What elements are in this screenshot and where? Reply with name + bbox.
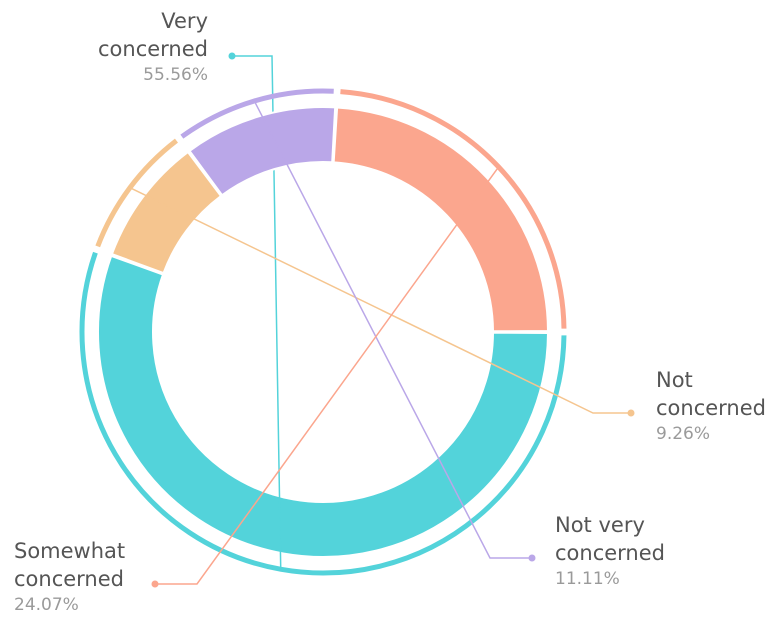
leader-line-not-concerned [127,186,631,414]
leader-dot-very-concerned [228,52,236,60]
leader-dot-not-very-concerned [528,554,536,562]
slice-very-concerned[interactable] [97,254,550,558]
slice-label-not-concerned: Not [656,368,693,392]
slice-label-somewhat-concerned: Somewhat [14,539,125,563]
slice-label-somewhat-concerned: concerned [14,567,124,591]
slice-value-not-very-concerned: 11.11% [555,569,620,589]
leader-line-very-concerned [232,55,282,572]
slice-label-very-concerned: concerned [98,37,208,61]
leader-line-not-very-concerned [252,98,532,559]
leader-dot-somewhat-concerned [151,580,159,588]
slice-not-very-concerned[interactable] [188,106,337,197]
slice-label-very-concerned: Very [161,9,208,33]
slice-label-not-concerned: concerned [656,396,766,420]
slice-value-very-concerned: 55.56% [143,65,208,85]
slice-value-somewhat-concerned: 24.07% [14,595,79,615]
slice-not-concerned[interactable] [110,150,223,275]
slice-somewhat-concerned[interactable] [332,106,550,333]
leader-dot-not-concerned [627,409,635,417]
leader-line-somewhat-concerned [155,164,501,585]
slice-label-not-very-concerned: Not very [555,513,645,537]
slice-label-not-very-concerned: concerned [555,541,665,565]
slice-value-not-concerned: 9.26% [656,424,710,444]
